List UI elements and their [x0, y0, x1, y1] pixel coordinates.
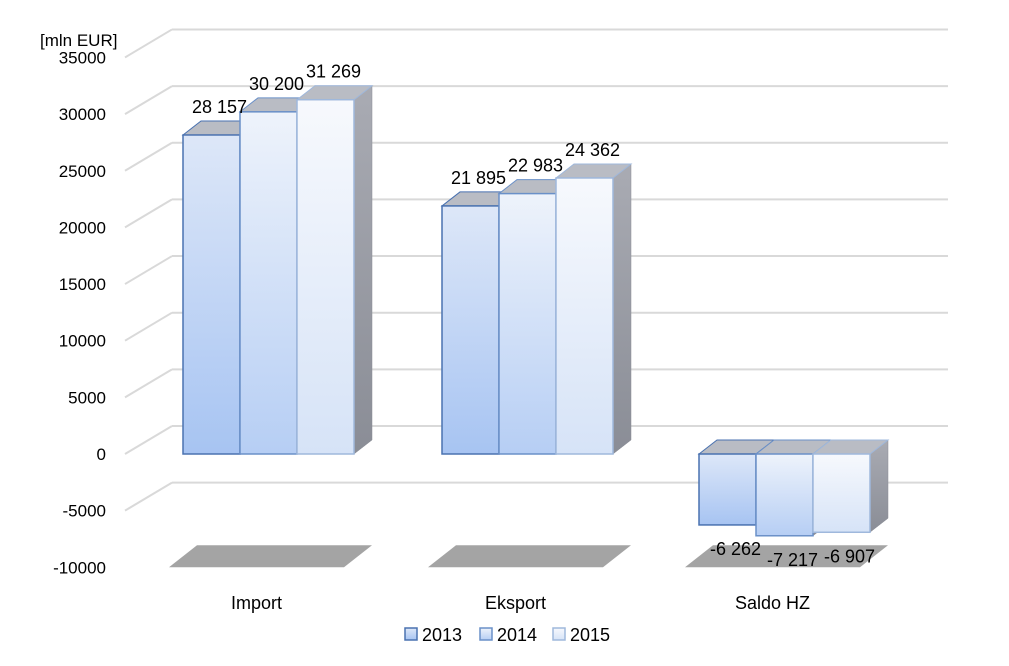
bar-front [182, 134, 241, 455]
category-label: Saldo HZ [735, 593, 810, 613]
data-label: -7 217 [767, 550, 818, 570]
legend-swatch [479, 627, 493, 641]
floor-shadow [169, 545, 372, 568]
data-label: 30 200 [249, 74, 304, 94]
bar-front [755, 453, 814, 537]
legend-swatch [404, 627, 418, 641]
y-tick-label: 35000 [59, 48, 106, 67]
data-label: 31 269 [306, 62, 361, 82]
y-axis-ticks: 35000 30000 25000 20000 15000 10000 5000 0 -5000… [53, 48, 106, 577]
gridline-diagonal [124, 481, 173, 512]
legend: 2013 2014 2015 [404, 625, 610, 645]
bars [181, 85, 890, 537]
bar-front [698, 453, 757, 526]
gridline-diagonal [124, 28, 173, 59]
category-labels: Import Eksport Saldo HZ [231, 593, 810, 613]
y-tick-label: 10000 [59, 332, 106, 351]
y-axis-unit-label: [mln EUR] [40, 31, 117, 50]
bar-side [869, 439, 889, 533]
data-label: -6 907 [824, 546, 875, 566]
floor-shadow [685, 545, 888, 568]
gridline-diagonal [124, 425, 173, 455]
y-tick-label: -5000 [63, 502, 106, 521]
bar-front [441, 205, 500, 455]
gridline-diagonal [124, 198, 173, 229]
gridline-diagonal [124, 141, 173, 172]
data-label: 28 157 [192, 97, 247, 117]
gridline-diagonal [124, 311, 173, 342]
y-tick-label: 25000 [59, 162, 106, 181]
y-tick-label: 30000 [59, 105, 106, 124]
data-label: 21 895 [451, 168, 506, 188]
legend-label: 2014 [497, 625, 537, 645]
legend-label: 2013 [422, 625, 462, 645]
bar-2015 [554, 163, 633, 455]
y-tick-label: 20000 [59, 218, 106, 237]
bar-2015 [295, 85, 374, 455]
data-label: -6 262 [710, 539, 761, 559]
y-tick-label: 5000 [68, 388, 106, 407]
y-tick-label: 0 [97, 445, 106, 464]
bar-front [239, 111, 298, 455]
bar-side [612, 163, 632, 455]
legend-label: 2015 [570, 625, 610, 645]
bar-front [555, 177, 614, 455]
gridline-diagonal [124, 85, 173, 115]
gridline-diagonal [124, 368, 173, 399]
bar-front [812, 453, 871, 534]
gridline-diagonal [124, 255, 173, 285]
floor-shadow [428, 545, 631, 568]
y-tick-label: 15000 [59, 275, 106, 294]
legend-swatch [552, 627, 566, 641]
bar-front [498, 192, 557, 455]
bar-2015 [811, 439, 890, 534]
y-tick-label: -10000 [53, 558, 106, 577]
data-label: 22 983 [508, 156, 563, 176]
bar-side [353, 85, 373, 455]
category-label: Import [231, 593, 282, 613]
data-label: 24 362 [565, 140, 620, 160]
bar-front [296, 98, 355, 455]
category-label: Eksport [485, 593, 546, 613]
floor-shadows [169, 545, 888, 568]
